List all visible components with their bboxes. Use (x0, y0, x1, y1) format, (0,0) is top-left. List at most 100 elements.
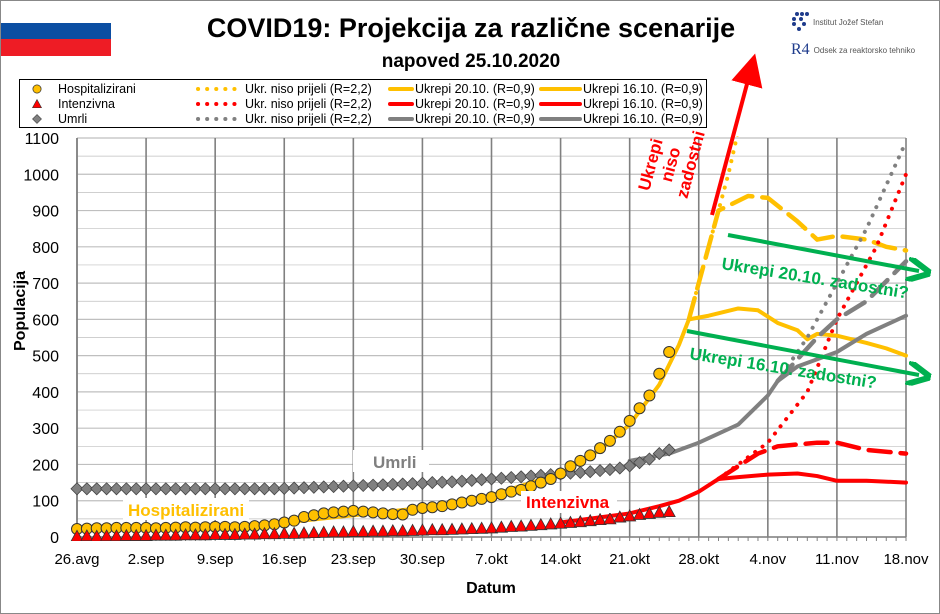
data-point-intenzivna (100, 529, 114, 541)
data-point-hospitalizirani (594, 442, 607, 455)
data-point-intenzivna (356, 524, 370, 537)
legend-label: Intenzivna (58, 97, 115, 111)
x-tick-label: 30.sep (400, 551, 445, 568)
data-point-hospitalizirani (613, 425, 626, 438)
data-point-intenzivna (238, 527, 252, 540)
data-point-intenzivna (277, 526, 291, 539)
data-point-umrli (208, 482, 222, 496)
data-point-umrli (277, 481, 291, 495)
data-point-intenzivna (662, 504, 676, 518)
data-point-intenzivna (405, 523, 420, 536)
data-point-intenzivna (247, 527, 262, 540)
annotation-label: Umrli (373, 453, 416, 472)
legend-dotted-line (196, 117, 244, 121)
data-point-intenzivna (484, 521, 499, 534)
legend-solid-label: Ukrepi 16.10. (R=0,9) (583, 97, 703, 111)
legend-dotted-line (196, 102, 244, 106)
legend-label: Umrli (58, 112, 88, 126)
data-point-umrli (346, 479, 360, 493)
annotation-bg (521, 491, 617, 513)
y-tick-label: 300 (32, 421, 59, 438)
data-point-intenzivna (159, 528, 173, 541)
data-point-hospitalizirani (653, 367, 666, 380)
r4-logo: R4 Odsek za reaktorsko tehniko (791, 41, 939, 59)
legend-marker-diamond (32, 114, 42, 124)
data-point-hospitalizirani (446, 498, 459, 511)
legend-dashed-label: Ukrepi 20.10. (R=0,9) (415, 82, 535, 96)
legend-marker-shape (32, 84, 42, 94)
data-point-umrli (228, 482, 242, 496)
y-tick-label: 100 (32, 494, 59, 511)
data-point-umrli (514, 470, 528, 484)
data-point-hospitalizirani (633, 402, 646, 415)
data-point-hospitalizirani (436, 500, 449, 513)
data-point-umrli (504, 470, 518, 485)
data-point-umrli (159, 482, 173, 496)
data-point-umrli (475, 473, 489, 487)
data-point-umrli (188, 482, 202, 496)
y-tick-label: 500 (32, 349, 59, 366)
data-point-umrli (623, 459, 637, 473)
y-tick-label: 600 (32, 312, 59, 329)
chart-title: COVID19: Projekcija za različne scenarij… (206, 13, 736, 43)
data-point-hospitalizirani (376, 507, 389, 520)
data-point-umrli (494, 471, 508, 485)
data-point-intenzivna (445, 522, 459, 535)
legend-dotted-label: Ukr. niso prijeli (R=2,2) (245, 97, 372, 111)
ijs-logo: Institut Jožef Stefan (791, 11, 939, 33)
data-point-hospitalizirani (297, 511, 310, 524)
data-point-hospitalizirani (603, 434, 616, 447)
data-point-hospitalizirani (554, 467, 567, 480)
x-tick-label: 21.okt (609, 551, 651, 568)
data-point-intenzivna (435, 522, 449, 536)
legend-solid-label: Ukrepi 16.10. (R=0,9) (583, 82, 703, 96)
data-point-umrli (149, 482, 163, 496)
data-point-umrli (455, 474, 469, 488)
data-point-umrli (327, 480, 341, 494)
legend-dotted-line (196, 87, 244, 91)
data-point-umrli (632, 456, 647, 470)
data-point-intenzivna (149, 528, 163, 541)
legend-dashed-line (388, 117, 414, 121)
data-point-intenzivna (396, 523, 410, 537)
logos: Institut Jožef Stefan R4 Odsek za reakto… (791, 11, 939, 59)
data-point-umrli (129, 482, 143, 496)
data-point-intenzivna (119, 528, 134, 541)
data-point-umrli (178, 482, 193, 496)
legend-marker-shape (32, 114, 42, 124)
data-point-umrli (642, 452, 656, 466)
data-point-umrli (70, 482, 84, 496)
data-point-intenzivna (652, 505, 666, 518)
data-point-umrli (169, 482, 183, 496)
data-point-umrli (317, 480, 331, 494)
ijs-name: Institut Jožef Stefan (813, 17, 884, 27)
data-point-umrli (356, 478, 370, 493)
data-point-umrli (287, 481, 301, 495)
data-point-intenzivna (583, 513, 597, 527)
data-point-intenzivna (622, 509, 637, 522)
projection-line-umrli-dotted (775, 139, 908, 384)
legend-solid-label: Ukrepi 16.10. (R=0,9) (583, 112, 703, 126)
data-point-hospitalizirani (524, 480, 537, 493)
data-point-hospitalizirani (544, 472, 557, 485)
projection-line-intenzivna-dashed (716, 440, 909, 482)
data-point-umrli (100, 482, 114, 496)
data-point-intenzivna (178, 527, 193, 541)
annotation-label: Ukrepi 16.10. zadostni? (688, 344, 878, 392)
data-point-umrli (198, 482, 212, 496)
data-point-umrli (465, 473, 479, 487)
data-point-umrli (307, 480, 321, 494)
legend-marker-triangle (31, 98, 43, 109)
data-point-hospitalizirani (396, 508, 409, 521)
data-point-umrli (90, 482, 104, 496)
x-tick-label: 16.sep (262, 551, 307, 568)
green-arrow-20-10 (727, 233, 919, 271)
data-point-intenzivna (603, 512, 617, 525)
y-tick-label: 0 (50, 530, 59, 547)
data-point-intenzivna (307, 525, 321, 539)
slovenia-flag (1, 6, 111, 56)
x-tick-label: 4.nov (749, 551, 786, 568)
x-tick-label: 11.nov (815, 551, 859, 568)
data-point-umrli (573, 465, 587, 480)
data-point-intenzivna (287, 526, 301, 539)
